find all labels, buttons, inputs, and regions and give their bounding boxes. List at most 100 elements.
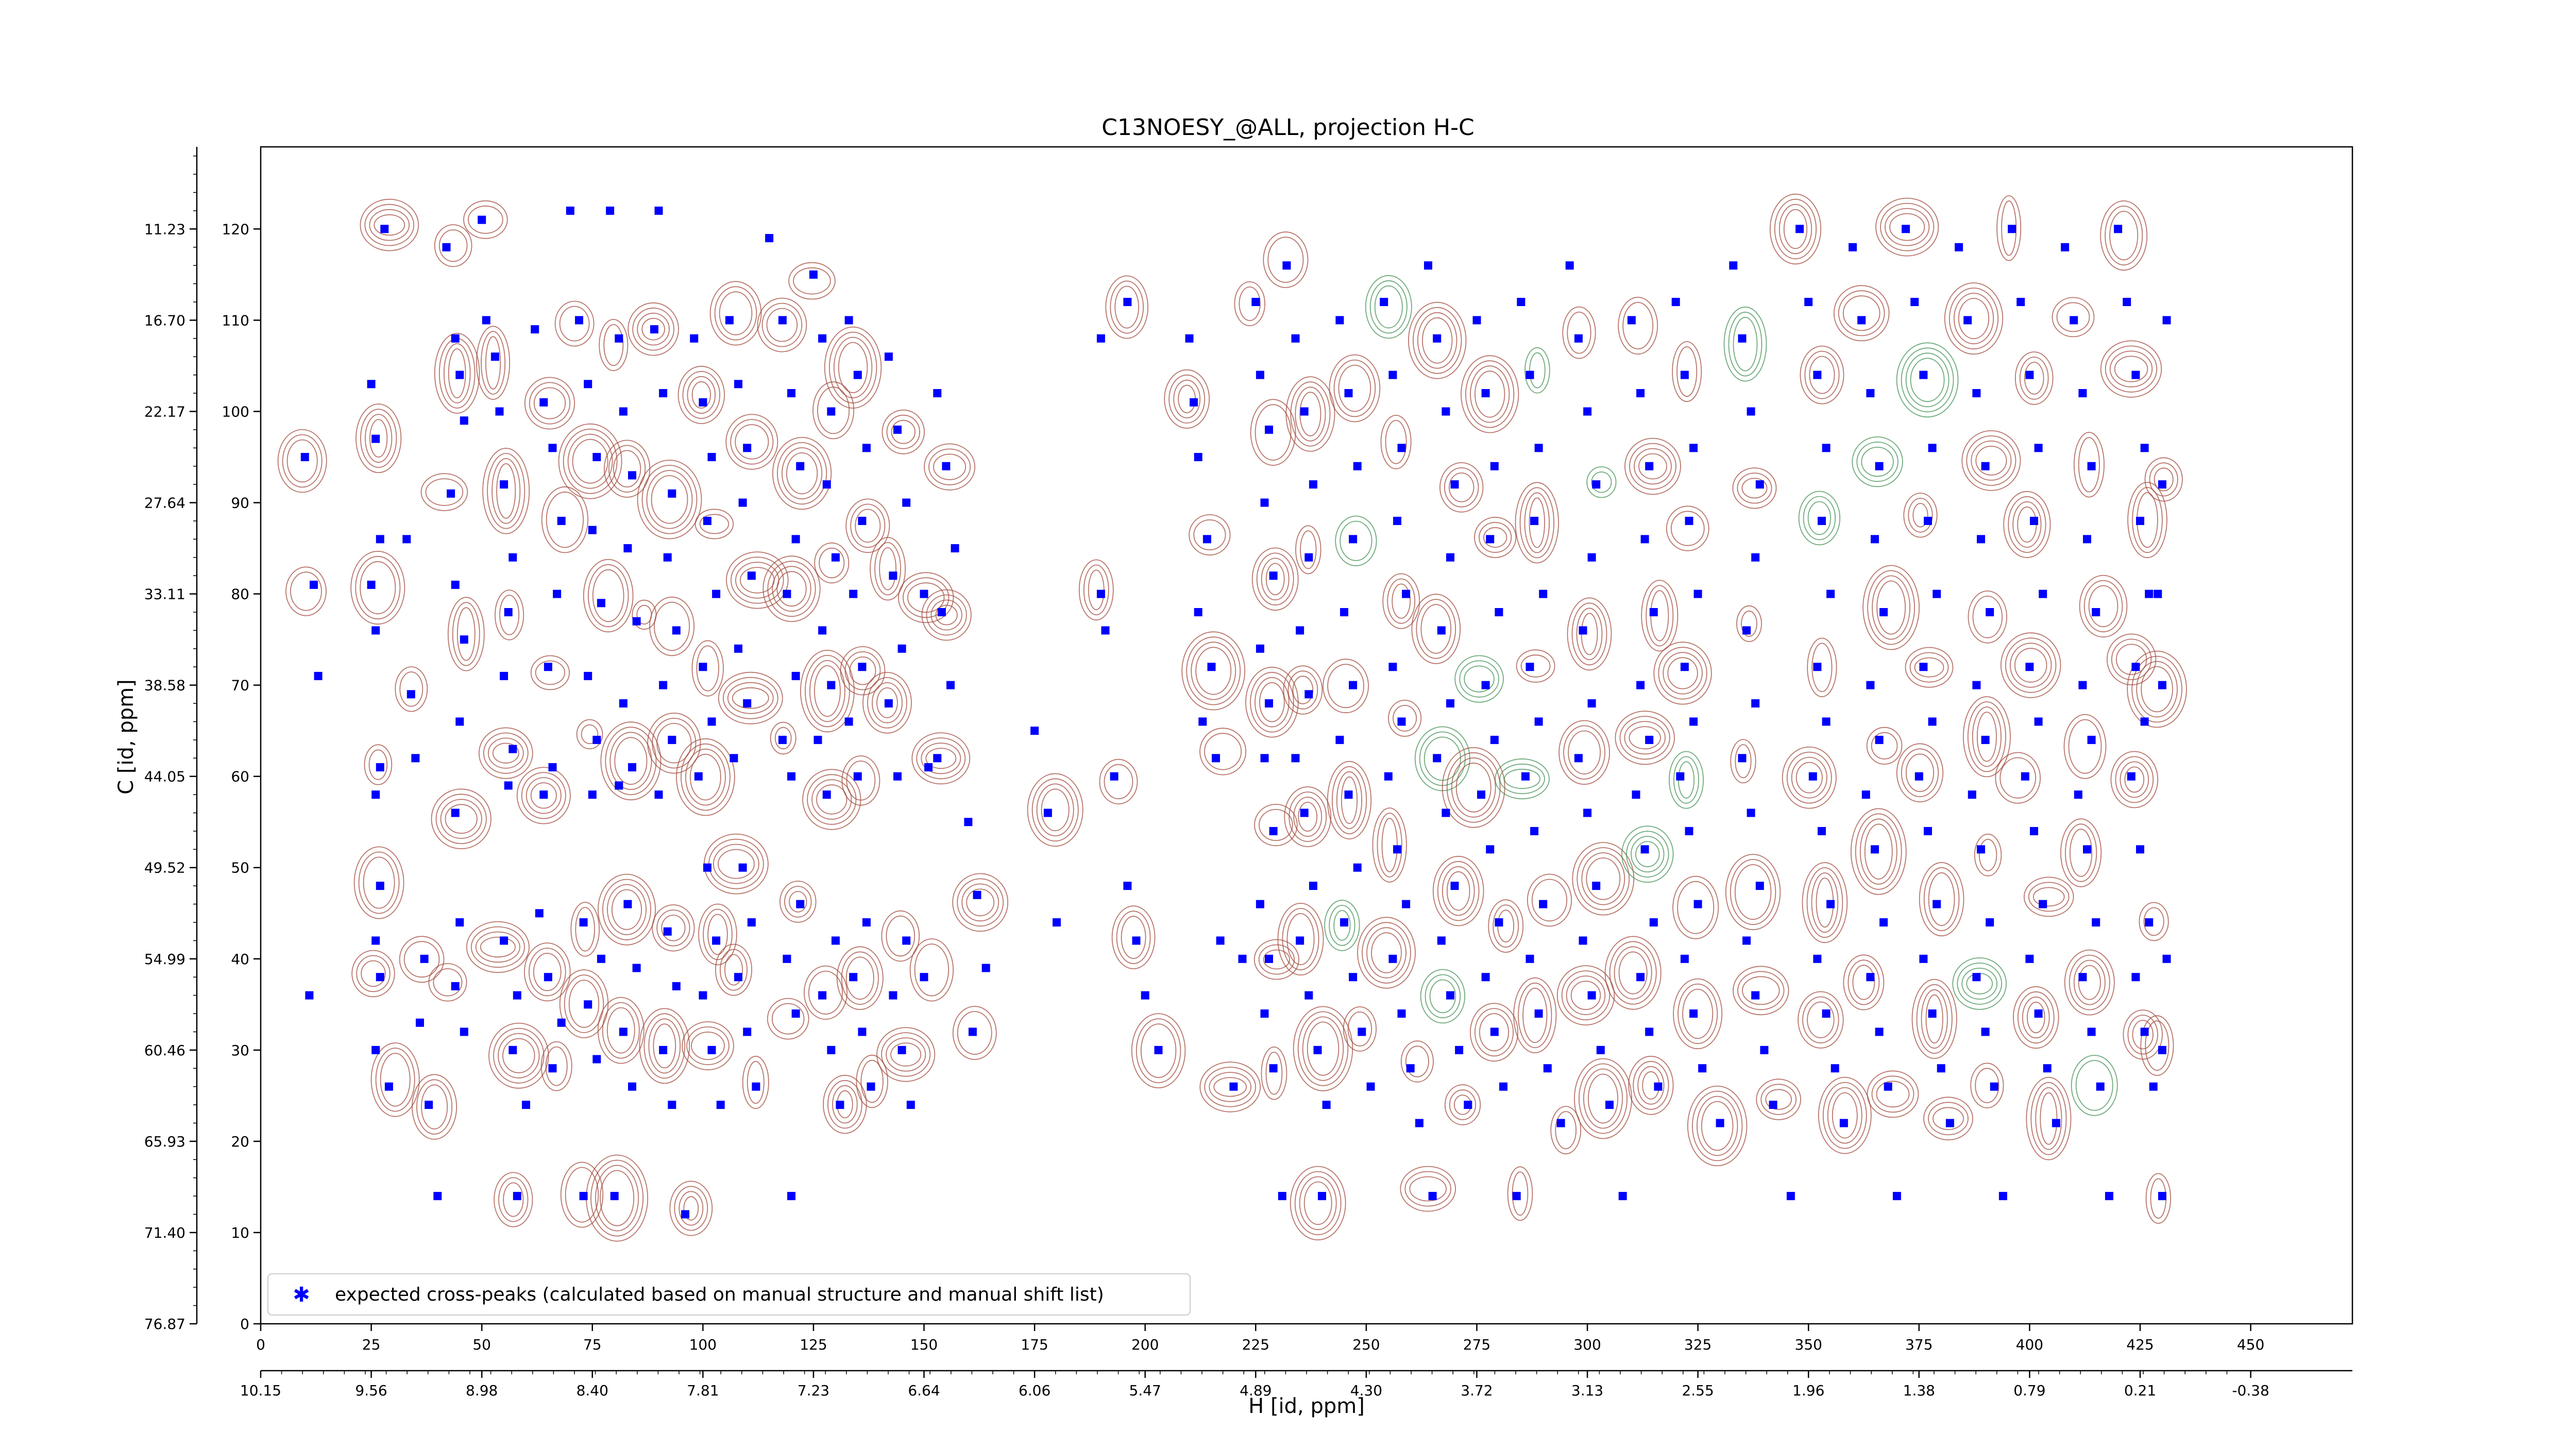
- contour-ring: [530, 655, 570, 690]
- cross-peak-marker: [2131, 370, 2140, 379]
- y-tick-label: 50: [231, 860, 249, 877]
- cross-peak-marker: [1618, 1192, 1627, 1201]
- cross-peak-marker: [1826, 900, 1835, 908]
- cross-peak-marker: [1397, 444, 1406, 452]
- legend-marker-icon: ✱: [293, 1283, 310, 1307]
- cross-peak-marker: [937, 608, 946, 616]
- cross-peak-marker: [1579, 936, 1587, 945]
- cross-peak-marker: [1676, 772, 1685, 781]
- contour-ring: [1577, 847, 1630, 911]
- cross-peak-marker: [1495, 608, 1503, 616]
- cross-peak-marker: [951, 544, 959, 552]
- contour-ring: [1866, 727, 1903, 765]
- contour-ring: [355, 555, 401, 620]
- contour-ring: [1520, 654, 1551, 678]
- contour-ring: [1420, 969, 1466, 1024]
- x-tick-label: 325: [1684, 1336, 1711, 1353]
- contour-ring: [2026, 1076, 2072, 1160]
- contour-ring: [558, 423, 622, 499]
- cross-peak-marker: [1583, 407, 1592, 416]
- cross-peak-marker: [1839, 1119, 1848, 1127]
- cross-peak-marker: [1813, 954, 1822, 963]
- contour-ring: [1287, 670, 1318, 710]
- cross-peak-marker: [1831, 1064, 1839, 1073]
- contour-ring: [876, 687, 898, 718]
- cross-peak-marker: [1309, 480, 1317, 489]
- contour-ring: [1519, 487, 1554, 559]
- cross-peak-marker: [371, 434, 380, 443]
- cross-peak-marker: [433, 1192, 442, 1201]
- x-tick-label: 425: [2126, 1336, 2154, 1353]
- contour-ring: [1425, 974, 1461, 1019]
- cross-peak-marker: [1592, 480, 1601, 489]
- contour-ring: [789, 891, 807, 913]
- cross-peak-marker: [597, 599, 605, 608]
- contour-ring: [1563, 725, 1606, 780]
- cross-peak-marker: [1123, 298, 1132, 306]
- contour-ring: [1293, 797, 1323, 837]
- contour-ring: [2001, 200, 2017, 256]
- contour-ring: [1331, 766, 1367, 835]
- contour-ring: [420, 473, 468, 511]
- contour-ring: [370, 1042, 420, 1117]
- cross-peak-marker: [1579, 626, 1587, 635]
- cross-peak-marker: [384, 1082, 393, 1091]
- secondary-x-tick-label: 10.15: [240, 1382, 281, 1399]
- contour-ring: [1550, 1106, 1582, 1155]
- x-tick-label: 250: [1352, 1336, 1380, 1353]
- contour-ring: [476, 326, 511, 400]
- contour-ring: [1465, 360, 1515, 428]
- contour-ring: [1925, 994, 1943, 1044]
- cross-peak-marker: [310, 580, 318, 589]
- contour-ring: [2052, 297, 2095, 338]
- contour-ring: [1859, 818, 1897, 885]
- secondary-x-tick-label: 8.40: [577, 1382, 608, 1399]
- contour-ring: [595, 1165, 639, 1232]
- contour-ring: [1199, 1062, 1261, 1113]
- contour-ring: [1653, 642, 1712, 705]
- cross-peak-marker: [376, 763, 384, 771]
- cross-peak-marker: [796, 900, 805, 908]
- cross-peak-marker: [668, 489, 676, 498]
- contour-ring: [1327, 664, 1365, 709]
- contour-ring: [1371, 932, 1402, 973]
- cross-peak-marker: [1539, 589, 1548, 598]
- contour-ring: [1295, 525, 1321, 575]
- contour-ring: [691, 381, 711, 409]
- contour-ring: [1439, 462, 1484, 513]
- contour-ring: [647, 712, 701, 774]
- contour-ring: [567, 433, 613, 489]
- contour-ring: [502, 1038, 535, 1073]
- contour-ring: [1524, 347, 1550, 394]
- contour-ring: [1299, 392, 1321, 436]
- cross-peak-marker: [1132, 936, 1141, 945]
- cross-peak-marker: [1388, 663, 1397, 671]
- cross-peak-marker: [716, 1101, 725, 1109]
- contour-ring: [2013, 986, 2059, 1049]
- cross-peak-marker: [1866, 389, 1875, 397]
- cross-peak-marker: [1933, 900, 1941, 908]
- cross-peak-marker: [1968, 790, 1976, 799]
- cross-peak-marker: [1229, 1082, 1238, 1091]
- contour-ring: [499, 595, 520, 635]
- contour-ring: [1637, 1066, 1665, 1105]
- cross-peak-marker: [1335, 735, 1344, 744]
- cross-peak-marker: [743, 699, 752, 707]
- contour-ring: [924, 443, 976, 491]
- cross-peak-marker: [367, 580, 376, 589]
- contour-ring: [1957, 963, 2003, 1005]
- cross-peak-marker: [579, 1192, 588, 1201]
- contour-ring: [1576, 608, 1603, 661]
- cross-peak-marker: [1256, 370, 1264, 379]
- contour-ring: [1673, 756, 1699, 804]
- contour-ring: [1454, 655, 1504, 703]
- contour-ring: [503, 1182, 524, 1217]
- contour-ring: [1347, 1012, 1372, 1047]
- cross-peak-marker: [712, 936, 721, 945]
- contour-ring: [1341, 776, 1358, 824]
- secondary-y-tick-label: 11.23: [144, 221, 185, 238]
- cross-peak-marker: [699, 991, 707, 1000]
- cross-peak-marker: [411, 754, 420, 763]
- cross-peak-marker: [2105, 1192, 2113, 1201]
